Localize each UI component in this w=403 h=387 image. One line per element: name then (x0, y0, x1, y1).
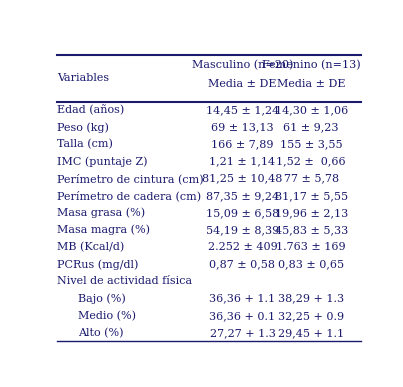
Text: 77 ± 5,78: 77 ± 5,78 (284, 174, 339, 184)
Text: 14,30 ± 1,06: 14,30 ± 1,06 (274, 105, 348, 115)
Text: 32,25 + 0.9: 32,25 + 0.9 (278, 311, 344, 321)
Text: 27,27 + 1.3: 27,27 + 1.3 (210, 328, 275, 338)
Text: 14,45 ± 1,24: 14,45 ± 1,24 (206, 105, 279, 115)
Text: 38,29 + 1.3: 38,29 + 1.3 (278, 294, 344, 304)
Text: 15,09 ± 6,58: 15,09 ± 6,58 (206, 208, 279, 218)
Text: Perímetro de cintura (cm): Perímetro de cintura (cm) (56, 173, 203, 184)
Text: Medio (%): Medio (%) (79, 311, 137, 321)
Text: Perímetro de cadera (cm): Perímetro de cadera (cm) (56, 190, 201, 201)
Text: IMC (puntaje Z): IMC (puntaje Z) (56, 156, 147, 167)
Text: 81,17 ± 5,55: 81,17 ± 5,55 (274, 191, 348, 201)
Text: Peso (kg): Peso (kg) (56, 122, 108, 133)
Text: Media ± DE: Media ± DE (277, 79, 345, 89)
Text: 54,19 ± 8,39: 54,19 ± 8,39 (206, 225, 279, 235)
Text: PCRus (mg/dl): PCRus (mg/dl) (56, 259, 138, 270)
Text: 19,96 ± 2,13: 19,96 ± 2,13 (274, 208, 348, 218)
Text: 1,21 ± 1,14: 1,21 ± 1,14 (210, 156, 276, 166)
Text: 36,36 + 1.1: 36,36 + 1.1 (210, 294, 276, 304)
Text: 1,52 ±  0,66: 1,52 ± 0,66 (276, 156, 346, 166)
Text: MB (Kcal/d): MB (Kcal/d) (56, 242, 124, 252)
Text: Masculino (n=20): Masculino (n=20) (192, 60, 293, 70)
Text: Alto (%): Alto (%) (79, 328, 124, 338)
Text: 166 ± 7,89: 166 ± 7,89 (211, 139, 274, 149)
Text: 0,87 ± 0,58: 0,87 ± 0,58 (210, 259, 276, 269)
Text: Variables: Variables (56, 74, 109, 84)
Text: Masa grasa (%): Masa grasa (%) (56, 208, 145, 218)
Text: 2.252 ± 409: 2.252 ± 409 (208, 242, 277, 252)
Text: 45,83 ± 5,33: 45,83 ± 5,33 (274, 225, 348, 235)
Text: Edad (años): Edad (años) (56, 105, 124, 115)
Text: 29,45 + 1.1: 29,45 + 1.1 (278, 328, 344, 338)
Text: Masa magra (%): Masa magra (%) (56, 225, 150, 235)
Text: Bajo (%): Bajo (%) (79, 293, 126, 304)
Text: 69 ± 13,13: 69 ± 13,13 (211, 122, 274, 132)
Text: 155 ± 3,55: 155 ± 3,55 (280, 139, 343, 149)
Text: 61 ± 9,23: 61 ± 9,23 (283, 122, 339, 132)
Text: 36,36 + 0.1: 36,36 + 0.1 (210, 311, 276, 321)
Text: 87,35 ± 9,24: 87,35 ± 9,24 (206, 191, 279, 201)
Text: Nivel de actividad física: Nivel de actividad física (56, 276, 192, 286)
Text: Femenino (n=13): Femenino (n=13) (262, 60, 360, 70)
Text: 0,83 ± 0,65: 0,83 ± 0,65 (278, 259, 344, 269)
Text: 81,25 ± 10,48: 81,25 ± 10,48 (202, 174, 283, 184)
Text: Talla (cm): Talla (cm) (56, 139, 112, 149)
Text: 1.763 ± 169: 1.763 ± 169 (276, 242, 346, 252)
Text: Media ± DE: Media ± DE (208, 79, 277, 89)
